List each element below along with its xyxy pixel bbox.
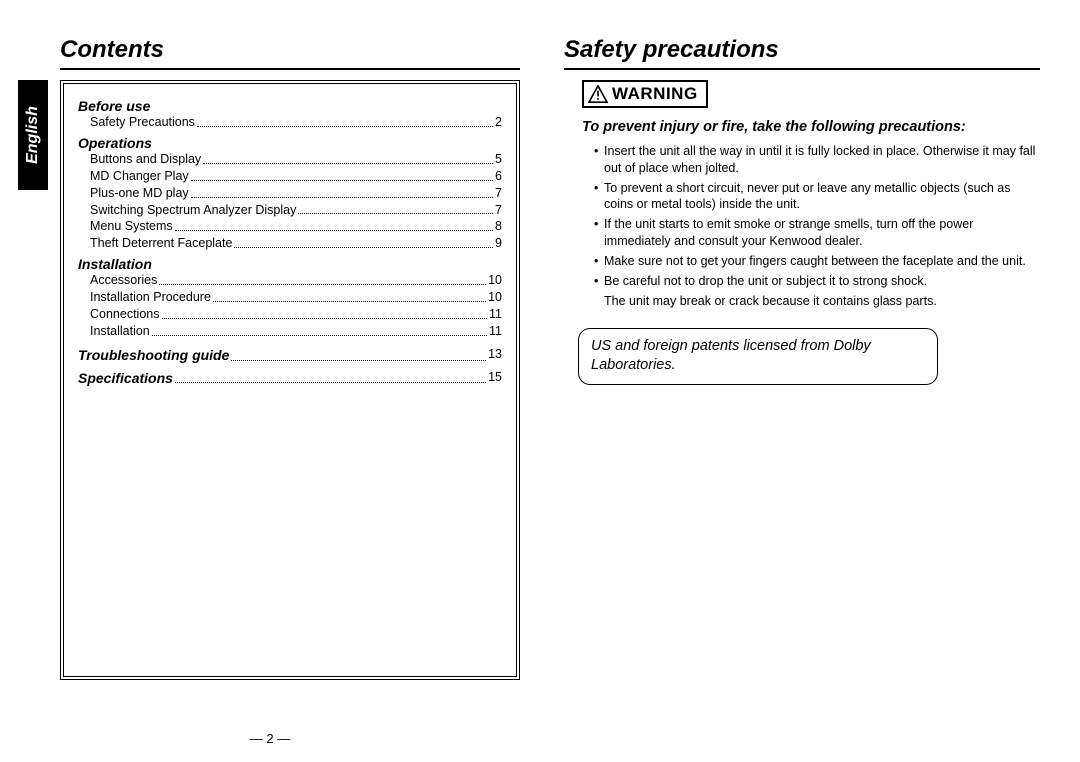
toc-page: 5 (495, 151, 502, 168)
safety-title: Safety precautions (564, 36, 1040, 64)
toc-label: Menu Systems (90, 218, 173, 235)
toc-label: Troubleshooting guide (78, 346, 229, 365)
toc-label: MD Changer Play (90, 168, 189, 185)
toc-item: Safety Precautions 2 (78, 114, 502, 131)
toc-label: Theft Deterrent Faceplate (90, 235, 232, 252)
toc-label: Installation (90, 323, 150, 340)
toc-page: 10 (488, 272, 502, 289)
toc-leader (191, 181, 493, 198)
toc-page: 6 (495, 168, 502, 185)
toc-leader (152, 319, 487, 336)
precautions-heading: To prevent injury or fire, take the foll… (564, 118, 1040, 137)
toc-leader (162, 302, 488, 319)
patent-notice: US and foreign patents licensed from Dol… (578, 328, 938, 385)
page-number: — 2 — (0, 731, 540, 746)
toc-page: 11 (489, 323, 502, 340)
toc-item-troubleshooting: Troubleshooting guide 13 (78, 346, 502, 365)
toc-item-specifications: Specifications 15 (78, 369, 502, 388)
toc-page: 15 (488, 369, 502, 388)
precaution-item: Insert the unit all the way in until it … (594, 143, 1040, 177)
safety-column: Safety precautions WARNING To prevent in… (540, 0, 1080, 762)
contents-column: Contents Before use Safety Precautions 2… (0, 0, 540, 762)
toc-page: 8 (495, 218, 502, 235)
toc-page: 11 (489, 306, 502, 323)
toc-leader (175, 214, 493, 231)
toc-leader (197, 110, 493, 127)
safety-rule (564, 68, 1040, 70)
toc-box: Before use Safety Precautions 2 Operatio… (60, 80, 520, 680)
toc-label: Accessories (90, 272, 157, 289)
precaution-item: Be careful not to drop the unit or subje… (594, 273, 1040, 290)
toc-page: 2 (495, 114, 502, 131)
contents-title: Contents (60, 36, 520, 64)
precaution-item: Make sure not to get your fingers caught… (594, 253, 1040, 270)
precautions-list: Insert the unit all the way in until it … (564, 143, 1040, 310)
toc-label: Safety Precautions (90, 114, 195, 131)
toc-label: Specifications (78, 369, 173, 388)
toc-leader (191, 164, 493, 181)
toc-item: Installation 11 (78, 323, 502, 340)
toc-leader (231, 342, 486, 361)
precaution-item: To prevent a short circuit, never put or… (594, 180, 1040, 214)
precaution-note: The unit may break or crack because it c… (594, 293, 1040, 310)
toc-leader (175, 365, 486, 384)
toc-leader (298, 198, 493, 215)
toc-page: 7 (495, 185, 502, 202)
toc-page: 9 (495, 235, 502, 252)
toc-leader (159, 268, 486, 285)
toc-leader (234, 231, 493, 248)
toc-page: 7 (495, 202, 502, 219)
toc-label: Connections (90, 306, 160, 323)
toc-leader (203, 147, 493, 164)
contents-rule (60, 68, 520, 70)
toc-label: Buttons and Display (90, 151, 201, 168)
warning-box: WARNING (582, 80, 708, 108)
toc-page: 10 (488, 289, 502, 306)
precaution-item: If the unit starts to emit smoke or stra… (594, 216, 1040, 250)
toc-page: 13 (488, 346, 502, 365)
toc-label: Plus-one MD play (90, 185, 189, 202)
toc-item: Theft Deterrent Faceplate 9 (78, 235, 502, 252)
manual-page: English Contents Before use Safety Preca… (0, 0, 1080, 762)
warning-triangle-icon (588, 85, 608, 103)
toc-leader (213, 285, 486, 302)
warning-label: WARNING (612, 84, 698, 104)
